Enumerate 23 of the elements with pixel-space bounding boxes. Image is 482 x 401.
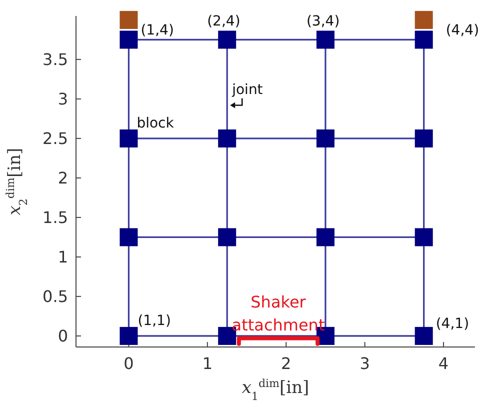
y-tick-label: 1.5 — [42, 208, 68, 228]
y-tick-label: 3.5 — [42, 50, 68, 70]
annotation: (4,1) — [436, 316, 470, 332]
y-tick-label: 3 — [58, 90, 68, 109]
x-tick-label: 3 — [360, 354, 370, 373]
annotation: (3,4) — [306, 14, 340, 30]
annotation: block — [136, 115, 175, 132]
x-tick-label: 0 — [124, 354, 134, 373]
y-tick-label: 0.5 — [42, 287, 68, 306]
y-tick-label: 1 — [58, 248, 68, 267]
x-axis-title: x$_{1}$$^{dim}$[in] — [242, 376, 310, 401]
x-tick-label: 2 — [281, 354, 292, 373]
annotation: (1,1) — [138, 312, 171, 329]
annotation: (2,4) — [207, 14, 240, 30]
annotation: (1,4) — [140, 22, 174, 39]
annotation: joint — [231, 82, 264, 98]
series-label: Shaker attachment — [232, 292, 325, 334]
annotation: (4,4) — [446, 22, 480, 39]
y-tick-label: 2 — [58, 168, 68, 188]
y-tick-label: 2.5 — [42, 129, 68, 148]
x-tick-label: 1 — [202, 354, 213, 373]
x-tick-label: 4 — [438, 354, 449, 373]
y-tick-label: 0 — [58, 326, 68, 346]
